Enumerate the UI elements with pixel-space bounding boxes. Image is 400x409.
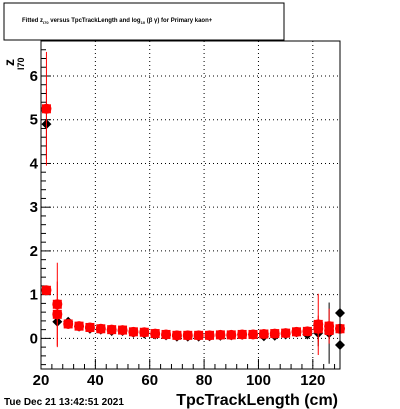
x-axis-title: TpcTrackLength (cm) bbox=[176, 392, 338, 409]
data-point-circle bbox=[41, 285, 52, 296]
x-tick-label: 40 bbox=[87, 372, 104, 389]
y-tick-label: 2 bbox=[30, 243, 38, 260]
data-point-circle bbox=[106, 324, 117, 335]
y-axis-title-main: z bbox=[1, 59, 17, 66]
series-red bbox=[41, 51, 345, 356]
data-point-circle bbox=[84, 322, 95, 333]
data-point-circle bbox=[74, 321, 85, 332]
data-point-circle bbox=[139, 327, 150, 338]
data-point-circle bbox=[95, 323, 106, 334]
data-point-circle bbox=[269, 328, 280, 339]
title-box: Fitted zI70 versus TpcTrackLength and lo… bbox=[3, 2, 285, 41]
data-point-circle bbox=[204, 330, 215, 341]
tick-labels: 20 40 60 80 100 120 0 1 2 3 4 5 6 bbox=[30, 68, 326, 389]
x-tick-label: 120 bbox=[300, 372, 325, 389]
timestamp: Tue Dec 21 13:42:51 2021 bbox=[4, 397, 124, 408]
data-point-circle bbox=[128, 326, 139, 337]
y-tick-label: 5 bbox=[30, 112, 38, 129]
data-point-circle bbox=[237, 329, 248, 340]
data-point-circle bbox=[248, 329, 259, 340]
data-point-circle bbox=[280, 328, 291, 339]
y-tick-label: 3 bbox=[30, 199, 38, 216]
data-point-circle bbox=[150, 328, 161, 339]
y-tick-label: 6 bbox=[30, 68, 38, 85]
data-point-circle bbox=[226, 329, 237, 340]
data-point-circle bbox=[161, 329, 172, 340]
data-point-circle bbox=[215, 329, 226, 340]
plot-frame bbox=[40, 40, 341, 370]
y-tick-label: 1 bbox=[30, 287, 38, 304]
data-point-circle bbox=[324, 325, 335, 336]
data-point-circle bbox=[182, 330, 193, 341]
x-tick-label: 80 bbox=[196, 372, 213, 389]
y-tick-label: 0 bbox=[30, 330, 38, 347]
x-tick-label: 100 bbox=[246, 372, 271, 389]
y-axis-title: z I70 bbox=[1, 57, 26, 70]
y-axis-title-subscript: I70 bbox=[16, 57, 26, 70]
grid bbox=[41, 41, 340, 369]
axis-ticks bbox=[40, 40, 336, 369]
chart-title: Fitted zI70 versus TpcTrackLength and lo… bbox=[22, 18, 213, 25]
data-point-circle bbox=[63, 318, 74, 329]
data-point-circle bbox=[302, 326, 313, 337]
data-point-circle bbox=[41, 103, 52, 114]
y-tick-label: 4 bbox=[30, 155, 39, 172]
data-point-circle bbox=[193, 330, 204, 341]
title-box-frame bbox=[3, 2, 285, 41]
data-point-circle bbox=[313, 323, 324, 334]
x-tick-label: 60 bbox=[141, 372, 158, 389]
data-point-circle bbox=[258, 329, 269, 340]
x-tick-label: 20 bbox=[33, 372, 50, 389]
data-marks bbox=[41, 51, 345, 366]
data-point-circle bbox=[171, 330, 182, 341]
data-point-circle bbox=[117, 325, 128, 336]
data-point-circle bbox=[52, 299, 63, 310]
data-point-circle bbox=[291, 326, 302, 337]
